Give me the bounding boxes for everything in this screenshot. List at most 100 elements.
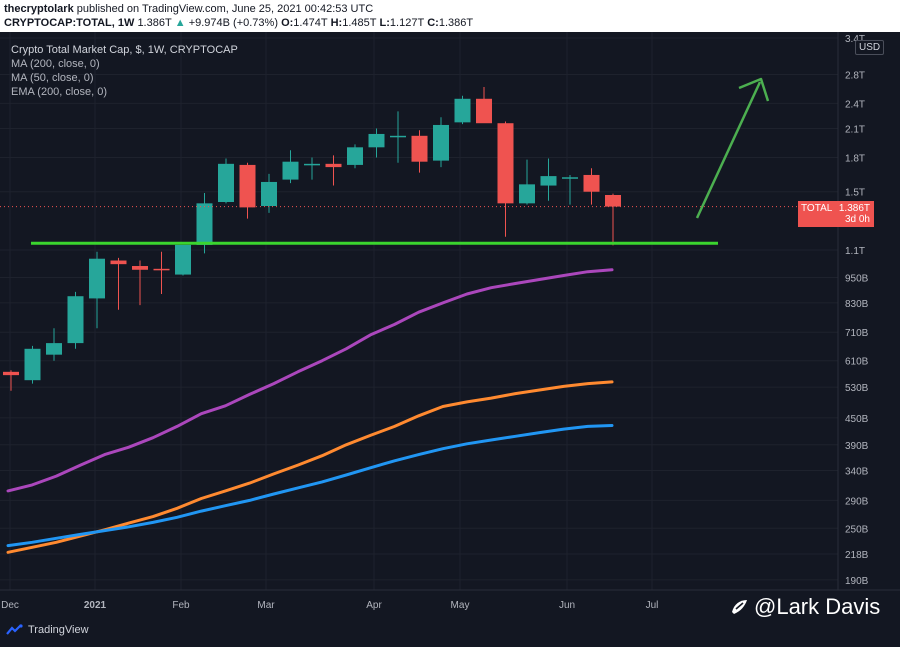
- legend-ma200: MA (200, close, 0): [11, 58, 100, 70]
- high-label: H:: [330, 17, 343, 29]
- close-value: 1.386T: [438, 17, 474, 29]
- change-up-icon: ▲: [174, 17, 186, 29]
- candle-down: [153, 268, 170, 271]
- x-tick-label: Apr: [366, 600, 382, 611]
- published-text: published on TradingView.com, June 25, 2…: [76, 3, 374, 15]
- legend-ema200: EMA (200, close, 0): [11, 86, 107, 98]
- y-tick-label: 290B: [845, 496, 869, 507]
- tradingview-logo[interactable]: TradingView: [6, 624, 89, 636]
- y-tick-label: 530B: [845, 383, 869, 394]
- candle-down: [325, 163, 342, 168]
- candle-up: [454, 98, 471, 123]
- social-logo-icon: [732, 600, 747, 614]
- candle-up: [433, 124, 449, 161]
- candle-up: [218, 163, 234, 203]
- drawings: [0, 77, 838, 245]
- chart-legend: Crypto Total Market Cap, $, 1W, CRYPTOCA…: [11, 43, 238, 99]
- open-value: 1.474T: [293, 17, 328, 29]
- author-watermark: @Lark Davis: [728, 594, 880, 620]
- candle-down: [132, 266, 148, 270]
- author-name: thecryptolark: [4, 3, 74, 15]
- candle-up: [196, 203, 213, 245]
- y-tick-label: 250B: [845, 524, 869, 535]
- y-tick-label: 450B: [845, 414, 869, 425]
- series-line-ema200: [6, 424, 614, 548]
- brand-name: TradingView: [28, 624, 89, 636]
- y-tick-label: 830B: [845, 299, 869, 310]
- y-tick-label: 2.8T: [845, 70, 865, 81]
- trend-arrow-shaft: [695, 81, 762, 219]
- candle-up: [304, 163, 320, 166]
- candle-up: [390, 135, 406, 138]
- publication-header: thecryptolark published on TradingView.c…: [0, 0, 900, 32]
- price-label-value: 1.386T: [838, 203, 870, 214]
- low-label: L:: [379, 17, 390, 29]
- y-tick-label: 3.4T: [845, 34, 865, 45]
- series-line-ma200: [6, 268, 614, 493]
- candle-up: [282, 161, 299, 180]
- x-tick-label: Jun: [559, 600, 575, 611]
- candle-down: [411, 135, 428, 162]
- candle-down: [497, 123, 514, 204]
- candle-down: [605, 195, 621, 207]
- y-tick-label: 340B: [845, 467, 869, 478]
- y-tick-label: 1.5T: [845, 188, 865, 199]
- legend-ma50: MA (50, close, 0): [11, 72, 94, 84]
- last-price: 1.386T: [137, 17, 172, 29]
- watermark-text: @Lark Davis: [754, 594, 881, 619]
- y-tick-label: 710B: [845, 328, 869, 339]
- candle-down: [583, 174, 600, 192]
- y-tick-label: 218B: [845, 550, 869, 561]
- candle-up: [540, 176, 557, 186]
- high-value: 1.485T: [342, 17, 377, 29]
- candle-up: [67, 296, 84, 344]
- y-tick-label: 190B: [845, 576, 869, 587]
- candle-up: [368, 133, 385, 148]
- candle-down: [239, 164, 256, 208]
- low-value: 1.127T: [389, 17, 425, 29]
- price-axis: 190B 218B 250B 290B 340B 390B 450B 530B 610B 710B…: [837, 32, 869, 590]
- x-tick-label: Feb: [172, 600, 190, 611]
- candle-up: [261, 181, 277, 207]
- price-label-countdown: 3d 0h: [844, 214, 870, 225]
- tradingview-logo-icon: [6, 624, 23, 635]
- price-label-symbol: TOTAL: [801, 203, 833, 214]
- candle-down: [3, 371, 19, 376]
- x-tick-label: Jul: [646, 600, 659, 611]
- candle-down: [476, 98, 492, 124]
- price-change: +9.974B (+0.73%): [188, 17, 278, 29]
- currency-button[interactable]: USD: [855, 40, 885, 55]
- price-chart[interactable]: 190B 218B 250B 290B 340B 390B 450B 530B 610B 710B…: [0, 0, 900, 612]
- chart-title: Crypto Total Market Cap, $, 1W, CRYPTOCA…: [11, 44, 238, 56]
- candle-down: [110, 260, 127, 265]
- candle-up: [347, 147, 363, 165]
- close-label: C:: [427, 17, 439, 29]
- publication-line: thecryptolark published on TradingView.c…: [4, 3, 373, 15]
- candle-up: [175, 244, 191, 275]
- y-tick-label: 390B: [845, 441, 869, 452]
- candle-up: [89, 258, 105, 299]
- y-tick-label: 2.1T: [845, 125, 865, 136]
- x-tick-label: Mar: [257, 600, 275, 611]
- ohlc-line: CRYPTOCAP:TOTAL, 1W 1.386T ▲ +9.974B (+0…: [4, 17, 473, 29]
- y-tick-label: 1.8T: [845, 153, 865, 164]
- candle-up: [562, 177, 578, 179]
- indicator-lines: [6, 268, 614, 554]
- grid-lines: [0, 32, 838, 590]
- candle-up: [519, 184, 535, 204]
- open-label: O:: [281, 17, 294, 29]
- symbol-label: CRYPTOCAP:TOTAL, 1W: [4, 17, 135, 29]
- y-tick-label: 2.4T: [845, 99, 865, 110]
- y-tick-label: 610B: [845, 357, 869, 368]
- trend-arrow-head: [738, 77, 770, 102]
- y-tick-label: 950B: [845, 274, 869, 285]
- current-price-label: TOTAL 1.386T 3d 0h: [798, 201, 874, 227]
- x-tick-label: May: [451, 600, 470, 611]
- candle-up: [46, 343, 62, 355]
- y-tick-label: 1.1T: [845, 246, 865, 257]
- candlesticks: [3, 86, 621, 391]
- time-axis: Dec 2021 Feb Mar Apr May Jun Jul: [0, 589, 900, 611]
- candle-up: [24, 348, 41, 381]
- series-line-ma50: [6, 380, 614, 554]
- x-tick-label: 2021: [84, 600, 107, 611]
